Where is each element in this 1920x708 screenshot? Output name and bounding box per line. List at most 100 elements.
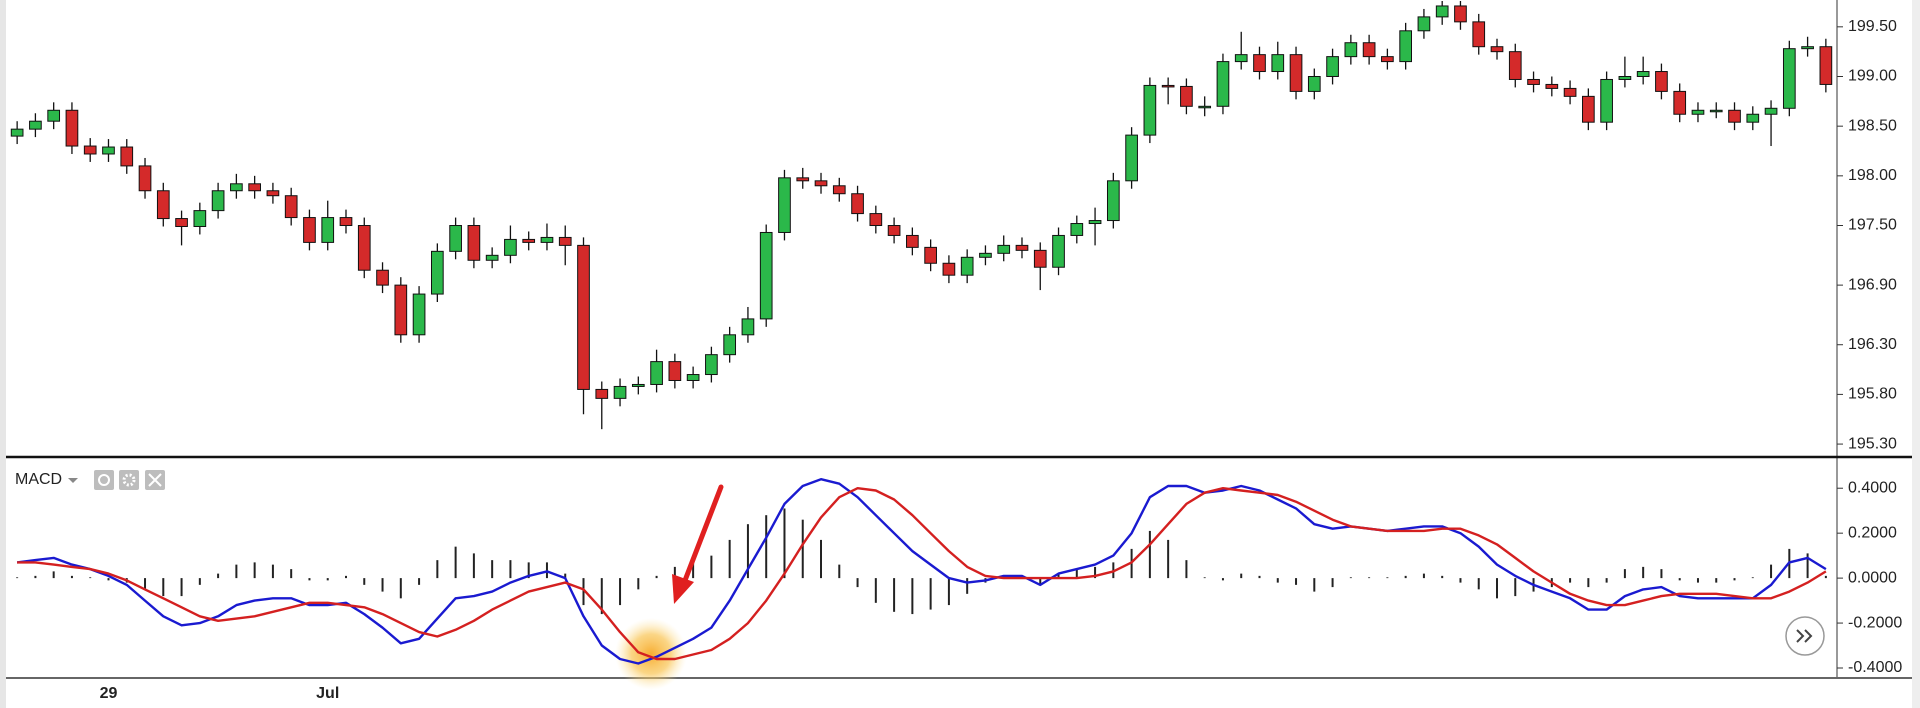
candle-body (960, 256, 974, 276)
candle-body (924, 246, 937, 264)
candle-body (1819, 46, 1833, 85)
candle-body (1289, 54, 1303, 92)
settings-button[interactable] (119, 470, 139, 490)
settings-icon (122, 473, 136, 487)
macd-pane (16, 478, 1827, 665)
candle-body (1508, 51, 1522, 80)
arrow-shaft (681, 484, 724, 586)
candle-body (1399, 30, 1413, 63)
y-tick-label: -0.4000 (1848, 659, 1902, 676)
candle-body (504, 238, 517, 256)
candle-body (1636, 71, 1650, 77)
y-tick-label: 0.4000 (1848, 479, 1897, 496)
candle-body (741, 318, 755, 336)
candle-body (1782, 48, 1796, 109)
candle-body (266, 190, 280, 197)
candle-body (29, 120, 42, 130)
candle-body (102, 146, 115, 155)
candle-body (284, 195, 298, 219)
candle-body (1033, 249, 1047, 268)
candle-body (759, 231, 773, 320)
candle-body (1106, 180, 1120, 222)
candle-body (1728, 109, 1741, 123)
candle-body (906, 234, 919, 248)
candle-body (1454, 5, 1467, 23)
candle-body (1198, 105, 1212, 109)
candle-body (668, 361, 682, 381)
candle-body (449, 225, 462, 252)
candle-body (1271, 54, 1285, 73)
y-tick-label: 196.30 (1848, 336, 1897, 353)
price-pane (10, 0, 1833, 430)
scroll-button[interactable] (1785, 616, 1825, 656)
candle-body (1180, 85, 1193, 107)
candle-body (1070, 223, 1084, 236)
visibility-icon (98, 474, 110, 486)
candle-body (832, 185, 846, 195)
candle-body (1052, 234, 1065, 268)
indicator-header: MACD (15, 470, 165, 490)
candle-body (1563, 87, 1577, 97)
visibility-button[interactable] (94, 470, 114, 490)
candle-body (1161, 84, 1175, 88)
candle-body (686, 374, 700, 381)
candle-body (869, 213, 883, 227)
x-tick-label: 29 (100, 685, 118, 702)
x-tick-label: Jul (316, 685, 339, 702)
candle-body (558, 236, 572, 246)
y-tick-label: 196.90 (1848, 276, 1897, 293)
candle-body (1618, 75, 1632, 80)
scroll-button-circle[interactable] (1785, 616, 1825, 656)
close-icon (148, 473, 162, 487)
candle-body (83, 145, 97, 155)
arrow-head (672, 574, 694, 604)
candle-body (1417, 16, 1431, 32)
y-tick-label: 0.2000 (1848, 524, 1897, 541)
candle-body (1125, 134, 1138, 182)
y-tick-label: 195.30 (1848, 435, 1897, 452)
candle-body (613, 385, 627, 399)
highlight-glow (615, 618, 687, 690)
candle-body (1143, 84, 1157, 136)
highlight (615, 618, 687, 690)
candle-body (1655, 71, 1668, 92)
candle-body (705, 354, 718, 376)
y-tick-label: 197.50 (1848, 217, 1897, 234)
y-tick-label: 195.80 (1848, 386, 1897, 403)
candle-body (851, 193, 864, 215)
candle-body (1691, 109, 1705, 115)
candle-body (796, 177, 810, 182)
candle-body (394, 284, 408, 336)
candle-body (650, 361, 663, 385)
candle-body (1527, 78, 1540, 85)
candle-body (193, 210, 207, 228)
candle-body (1582, 95, 1595, 123)
candle-body (1435, 5, 1449, 18)
candle-body (1234, 54, 1248, 63)
dropdown-icon[interactable] (68, 478, 78, 483)
candle-body (723, 334, 737, 356)
y-tick-label: 199.00 (1848, 68, 1897, 85)
candle-body (814, 180, 828, 187)
candle-body (321, 217, 335, 243)
axes: 199.50 199.00 198.50 198.00 197.50 196.90 196.… (100, 18, 1903, 702)
candle-body (1307, 75, 1321, 92)
candle-body (156, 190, 170, 220)
candle-body (997, 244, 1011, 254)
candle-body (595, 388, 609, 399)
candle-body (1015, 244, 1029, 251)
candle-body (1490, 46, 1504, 53)
candle-body (138, 165, 152, 192)
candle-body (10, 128, 24, 137)
candle-body (376, 269, 389, 286)
candle-body (1545, 83, 1559, 89)
candle-body (485, 254, 499, 261)
candle-body (1746, 113, 1760, 123)
y-tick-label: 199.50 (1848, 18, 1897, 35)
candle-body (1344, 42, 1358, 58)
indicator-title: MACD (15, 471, 62, 488)
candle-body (778, 177, 791, 233)
candle-body (1673, 90, 1687, 115)
